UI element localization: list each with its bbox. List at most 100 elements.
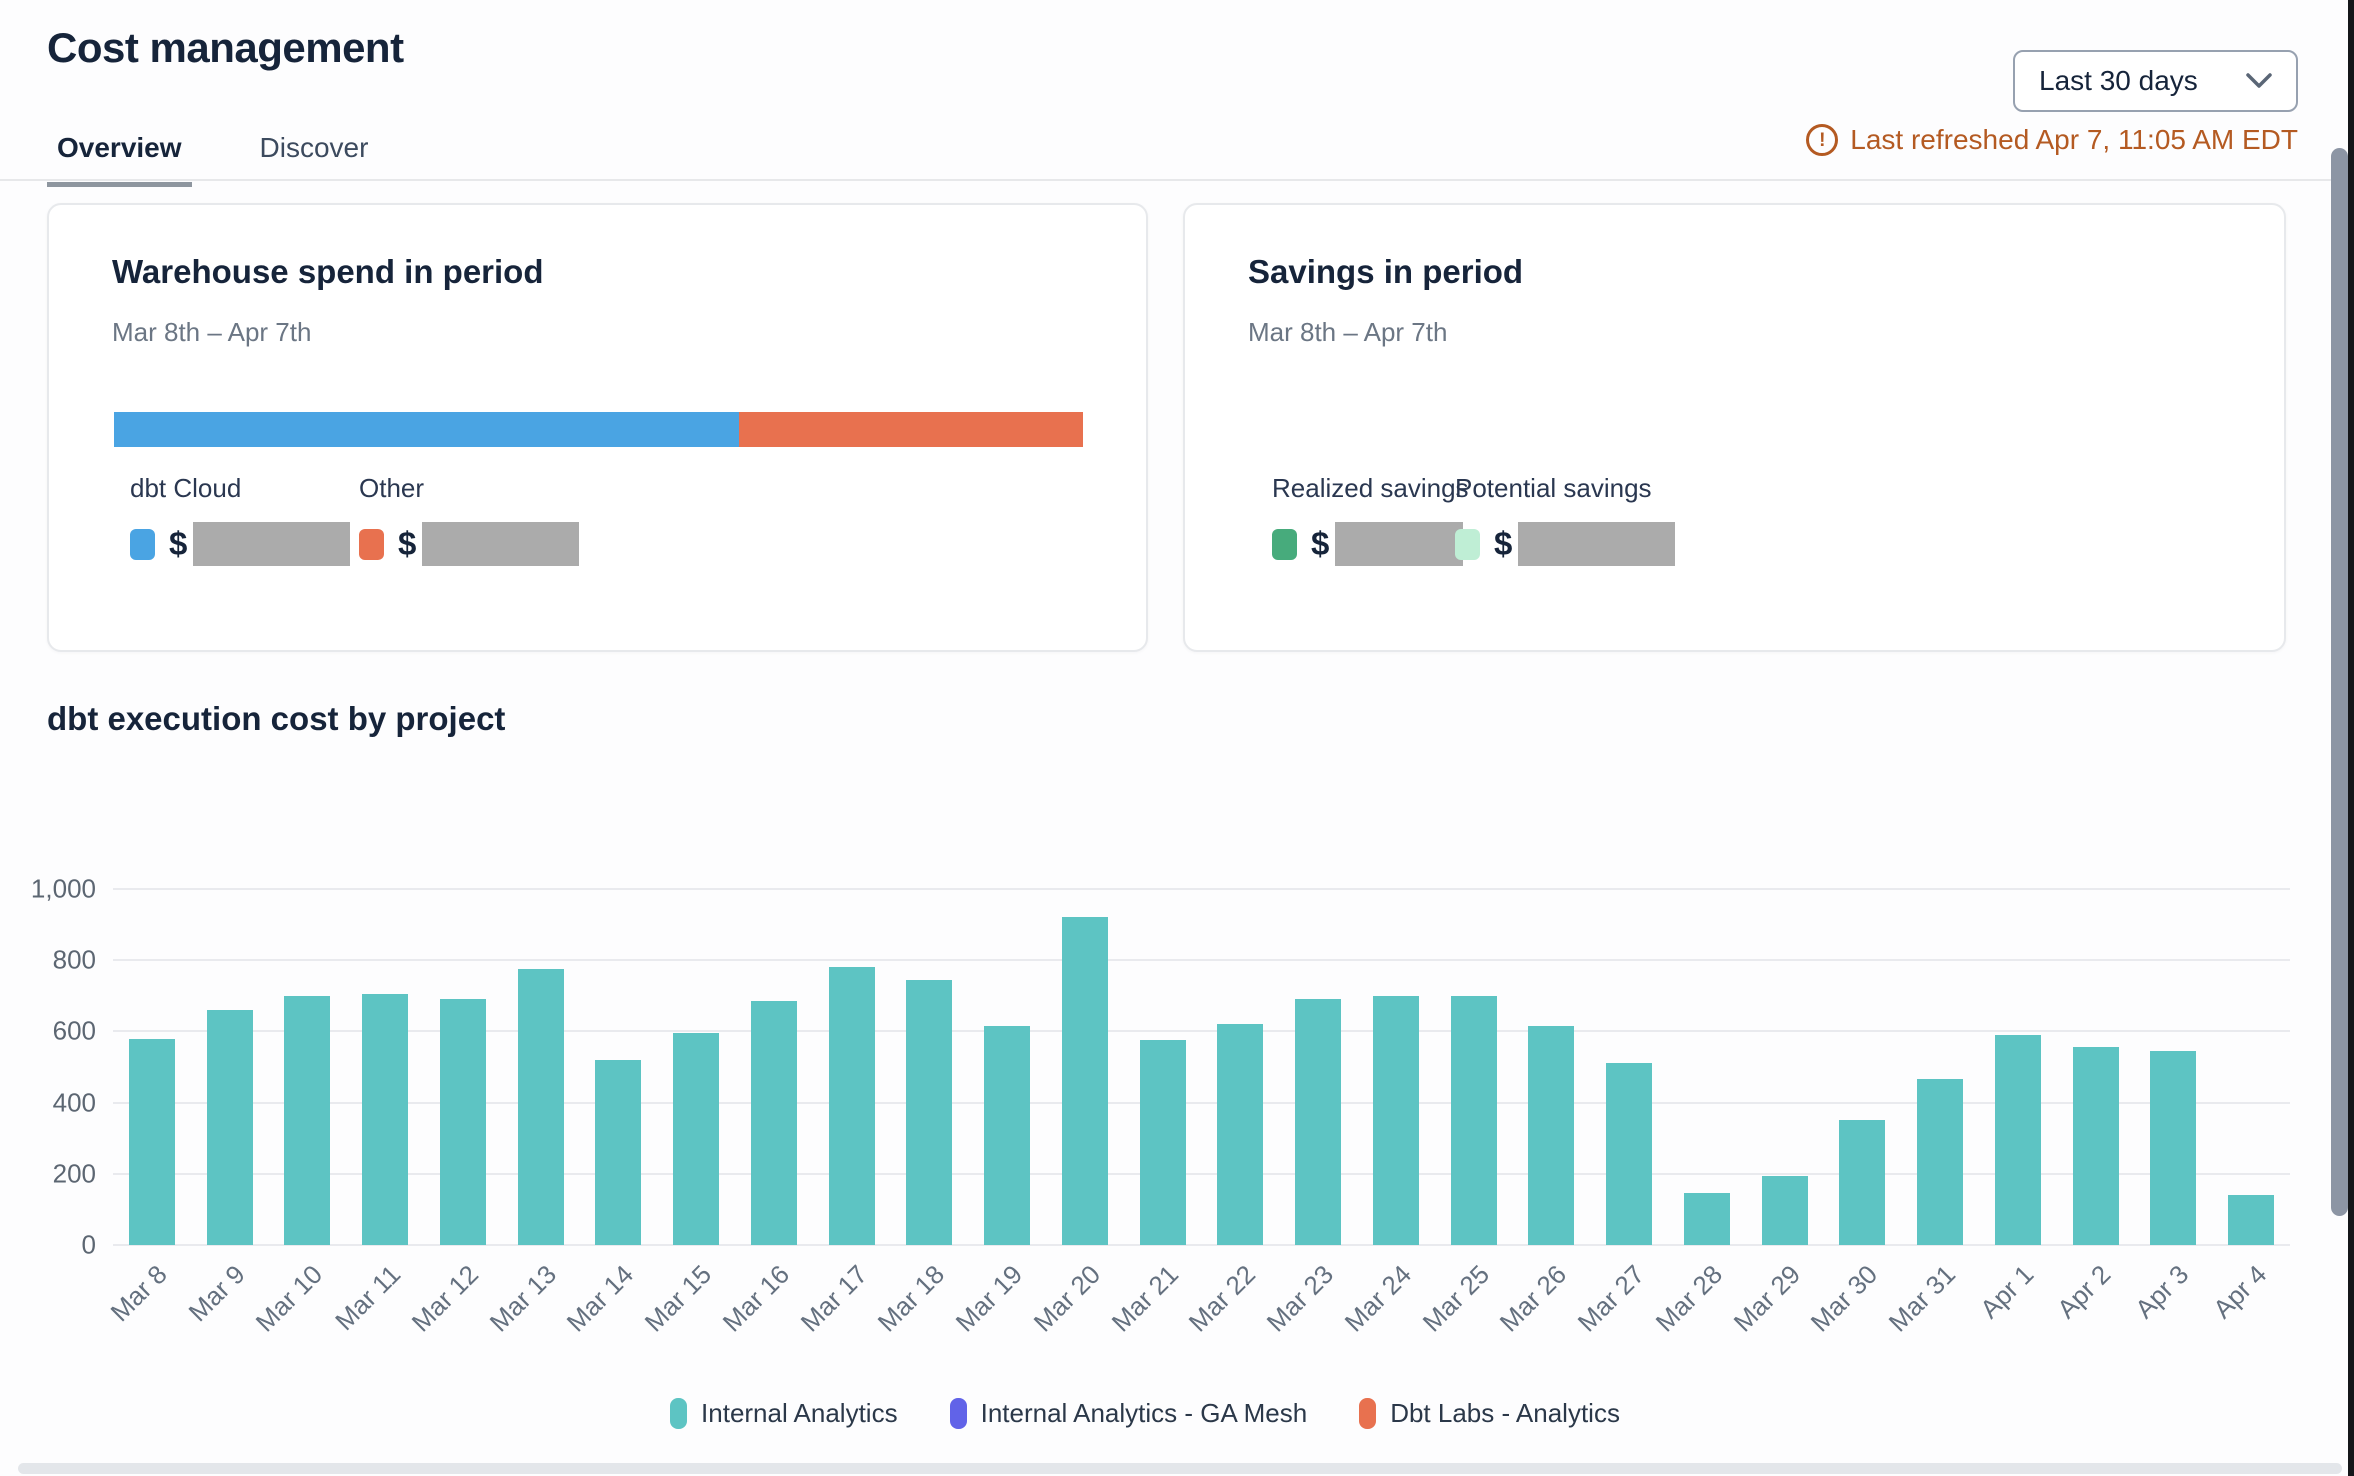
x-tick-label: Mar 14 bbox=[561, 1259, 640, 1338]
bar[interactable] bbox=[206, 1010, 253, 1245]
bar-slot-mar-9: Mar 9 bbox=[183, 889, 269, 1327]
legend-item-internal-analytics[interactable]: Internal Analytics bbox=[670, 1398, 898, 1429]
y-tick-label: 0 bbox=[81, 1229, 96, 1260]
legend-label: Dbt Labs - Analytics bbox=[1390, 1398, 1620, 1428]
bar-segment bbox=[517, 969, 564, 1245]
bar-segment bbox=[1061, 917, 1108, 1245]
potential-savings-swatch bbox=[1455, 528, 1480, 560]
legend-item-internal-analytics-ga-mesh[interactable]: Internal Analytics - GA Mesh bbox=[949, 1398, 1308, 1429]
bar[interactable] bbox=[750, 1001, 797, 1245]
bar-slot-mar-25: Mar 25 bbox=[1416, 889, 1513, 1337]
bar[interactable] bbox=[828, 967, 875, 1245]
bar[interactable] bbox=[1606, 1063, 1653, 1245]
x-tick-label: Mar 29 bbox=[1727, 1259, 1806, 1338]
y-tick-label: 400 bbox=[52, 1087, 96, 1118]
spend-stacked-bar bbox=[114, 412, 1083, 447]
dbt-cloud-label: dbt Cloud bbox=[130, 473, 242, 503]
currency-symbol: $ bbox=[1311, 525, 1330, 562]
bar[interactable] bbox=[673, 1033, 720, 1245]
bar-slot-mar-16: Mar 16 bbox=[717, 889, 813, 1337]
bar[interactable] bbox=[595, 1059, 642, 1245]
realized-savings-label: Realized savings bbox=[1272, 473, 1469, 503]
x-tick-label: Mar 15 bbox=[638, 1259, 718, 1338]
last-refreshed: ! Last refreshed Apr 7, 11:05 AM EDT bbox=[1806, 124, 2298, 156]
y-axis: 0 200 400 600 800 1,000 bbox=[0, 874, 96, 1260]
bar-segment bbox=[1917, 1079, 1964, 1245]
redacted-value bbox=[1518, 522, 1676, 566]
bar-segment bbox=[1217, 1024, 1264, 1245]
x-tick-label: Mar 23 bbox=[1260, 1259, 1340, 1338]
vertical-scrollbar[interactable] bbox=[2331, 148, 2348, 1216]
last-refreshed-text: Last refreshed Apr 7, 11:05 AM EDT bbox=[1850, 124, 2298, 155]
bar[interactable] bbox=[439, 999, 486, 1245]
warning-icon: ! bbox=[1806, 124, 1839, 156]
bar[interactable] bbox=[2228, 1195, 2275, 1245]
x-tick-label: Mar 8 bbox=[104, 1259, 174, 1328]
x-tick-label: Apr 2 bbox=[2051, 1259, 2117, 1325]
bar[interactable] bbox=[984, 1026, 1031, 1245]
bar[interactable] bbox=[1217, 1024, 1264, 1245]
bar[interactable] bbox=[1372, 995, 1419, 1245]
x-tick-label: Mar 18 bbox=[872, 1259, 951, 1338]
bar-segment bbox=[828, 967, 875, 1245]
bar-segment bbox=[1450, 995, 1497, 1245]
bar[interactable] bbox=[1528, 1026, 1575, 1245]
bar[interactable] bbox=[906, 979, 953, 1245]
bar-segment bbox=[206, 1010, 253, 1245]
x-tick-label: Mar 10 bbox=[250, 1259, 329, 1338]
tab-overview[interactable]: Overview bbox=[47, 126, 192, 187]
spend-segment-other bbox=[739, 412, 1083, 447]
other-label: Other bbox=[359, 473, 425, 503]
date-range-value: Last 30 days bbox=[2039, 65, 2198, 96]
plot-area: Mar 8 Mar 9 Mar 10 Mar 11 Mar 12 Mar 13 Mar 14… bbox=[105, 888, 2290, 1337]
tab-discover[interactable]: Discover bbox=[259, 132, 369, 163]
bar[interactable] bbox=[1761, 1175, 1808, 1245]
legend-swatch bbox=[670, 1398, 688, 1429]
bar[interactable] bbox=[1295, 999, 1342, 1245]
bar[interactable] bbox=[1994, 1034, 2041, 1245]
bar[interactable] bbox=[1683, 1193, 1730, 1245]
y-tick-label: 1,000 bbox=[30, 873, 96, 904]
potential-savings-label: Potential savings bbox=[1455, 473, 1652, 503]
realized-savings-group: Realized savings $ bbox=[1272, 473, 1469, 566]
bar[interactable] bbox=[1917, 1079, 1964, 1245]
bar[interactable] bbox=[1450, 995, 1497, 1245]
tab-bar: Overview Discover bbox=[47, 126, 378, 187]
legend-label: Internal Analytics - GA Mesh bbox=[980, 1398, 1308, 1428]
realized-savings-swatch bbox=[1272, 528, 1297, 560]
bar[interactable] bbox=[1839, 1120, 1886, 1245]
bar-slot-mar-20: Mar 20 bbox=[1028, 889, 1124, 1337]
spend-segment-dbt-cloud bbox=[114, 412, 739, 447]
bar[interactable] bbox=[2150, 1050, 2197, 1245]
legend-swatch bbox=[949, 1398, 967, 1429]
x-tick-label: Mar 24 bbox=[1338, 1259, 1418, 1338]
gridline bbox=[113, 1030, 2290, 1033]
warehouse-card-period: Mar 8th – Apr 7th bbox=[112, 317, 312, 347]
bar[interactable] bbox=[284, 995, 331, 1245]
bar[interactable] bbox=[517, 969, 564, 1245]
bar[interactable] bbox=[1139, 1040, 1186, 1245]
bar-slot-apr-2: Apr 2 bbox=[2052, 889, 2135, 1324]
horizontal-scrollbar[interactable] bbox=[18, 1463, 2342, 1474]
bar[interactable] bbox=[128, 1038, 175, 1245]
bar[interactable] bbox=[362, 994, 409, 1245]
header-divider bbox=[0, 179, 2354, 181]
y-tick-label: 600 bbox=[52, 1015, 96, 1046]
legend-label: Internal Analytics bbox=[701, 1398, 898, 1428]
x-tick-label: Apr 4 bbox=[2207, 1259, 2273, 1325]
bar-slot-mar-14: Mar 14 bbox=[561, 889, 658, 1337]
date-range-dropdown[interactable]: Last 30 days bbox=[2013, 50, 2298, 112]
bar-slot-mar-8: Mar 8 bbox=[105, 889, 191, 1327]
bar-slot-mar-21: Mar 21 bbox=[1105, 889, 1202, 1337]
currency-symbol: $ bbox=[169, 525, 188, 562]
redacted-value bbox=[422, 522, 580, 566]
bar-segment bbox=[439, 999, 486, 1245]
bar-slot-mar-31: Mar 31 bbox=[1883, 889, 1979, 1337]
legend-item-dbt-labs-analytics[interactable]: Dbt Labs - Analytics bbox=[1359, 1398, 1620, 1429]
bar[interactable] bbox=[1061, 917, 1108, 1245]
gridline bbox=[113, 1172, 2290, 1175]
chevron-down-icon bbox=[2246, 73, 2272, 88]
bar[interactable] bbox=[2072, 1047, 2119, 1245]
gridline bbox=[113, 1244, 2290, 1246]
